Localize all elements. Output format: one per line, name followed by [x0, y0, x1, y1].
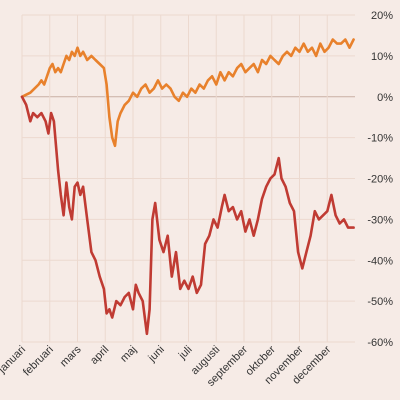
y-tick-label: 20%: [371, 10, 393, 22]
x-tick-label: februari: [21, 344, 56, 379]
y-tick-label: -50%: [367, 296, 393, 308]
grid: [21, 14, 355, 343]
x-tick-label: juli: [176, 344, 195, 363]
series: [20, 38, 355, 336]
y-tick-label: 10%: [371, 51, 393, 63]
series-line-2: [20, 95, 355, 336]
y-tick-label: 0%: [377, 92, 393, 104]
x-tick-label: maj: [118, 344, 139, 365]
x-tick-label: mars: [58, 343, 84, 369]
series-line-1: [20, 38, 355, 148]
y-tick-label: -20%: [367, 174, 393, 186]
x-tick-label: april: [88, 344, 111, 367]
y-tick-label: -10%: [367, 133, 393, 145]
x-tick-label: juni: [146, 344, 167, 365]
y-tick-label: -30%: [367, 214, 393, 226]
y-axis-labels: 20% 10% 0% -10% -20% -30% -40% -50% -60%: [367, 10, 393, 349]
y-tick-label: -40%: [367, 255, 393, 267]
y-tick-label: -60%: [367, 337, 393, 349]
